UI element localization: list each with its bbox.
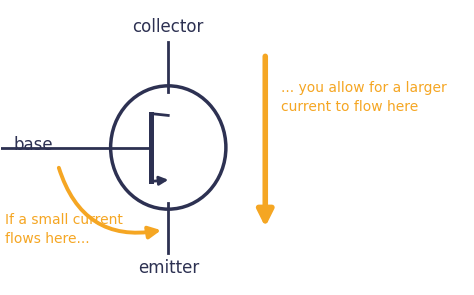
- Text: base: base: [14, 136, 54, 154]
- Text: If a small current
flows here...: If a small current flows here...: [5, 213, 123, 246]
- Text: ... you allow for a larger
current to flow here: ... you allow for a larger current to fl…: [281, 81, 447, 114]
- Text: emitter: emitter: [137, 259, 199, 277]
- Text: collector: collector: [133, 18, 204, 36]
